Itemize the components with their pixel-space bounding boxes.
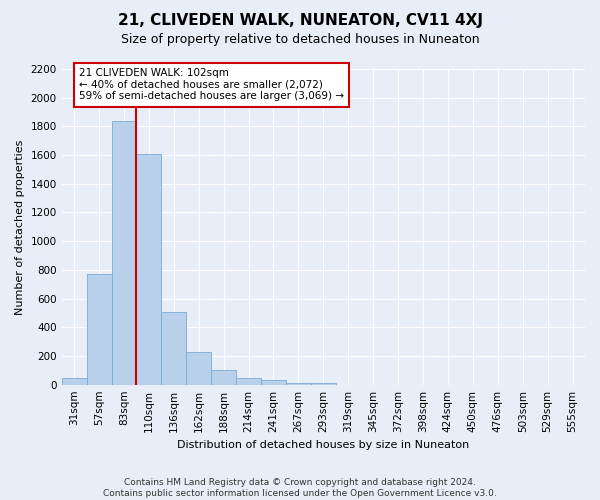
Text: Size of property relative to detached houses in Nuneaton: Size of property relative to detached ho…	[121, 32, 479, 46]
X-axis label: Distribution of detached houses by size in Nuneaton: Distribution of detached houses by size …	[177, 440, 469, 450]
Bar	[311, 383, 336, 384]
Text: 21 CLIVEDEN WALK: 102sqm
← 40% of detached houses are smaller (2,072)
59% of sem: 21 CLIVEDEN WALK: 102sqm ← 40% of detach…	[79, 68, 344, 102]
Y-axis label: Number of detached properties: Number of detached properties	[15, 139, 25, 314]
Bar	[286, 382, 311, 384]
Text: 21, CLIVEDEN WALK, NUNEATON, CV11 4XJ: 21, CLIVEDEN WALK, NUNEATON, CV11 4XJ	[118, 12, 482, 28]
Bar	[136, 154, 161, 384]
Bar	[112, 120, 136, 384]
Bar	[261, 380, 286, 384]
Bar	[161, 312, 186, 384]
Bar	[62, 378, 86, 384]
Bar	[86, 274, 112, 384]
Bar	[211, 370, 236, 384]
Bar	[186, 352, 211, 384]
Text: Contains HM Land Registry data © Crown copyright and database right 2024.
Contai: Contains HM Land Registry data © Crown c…	[103, 478, 497, 498]
Bar	[236, 378, 261, 384]
